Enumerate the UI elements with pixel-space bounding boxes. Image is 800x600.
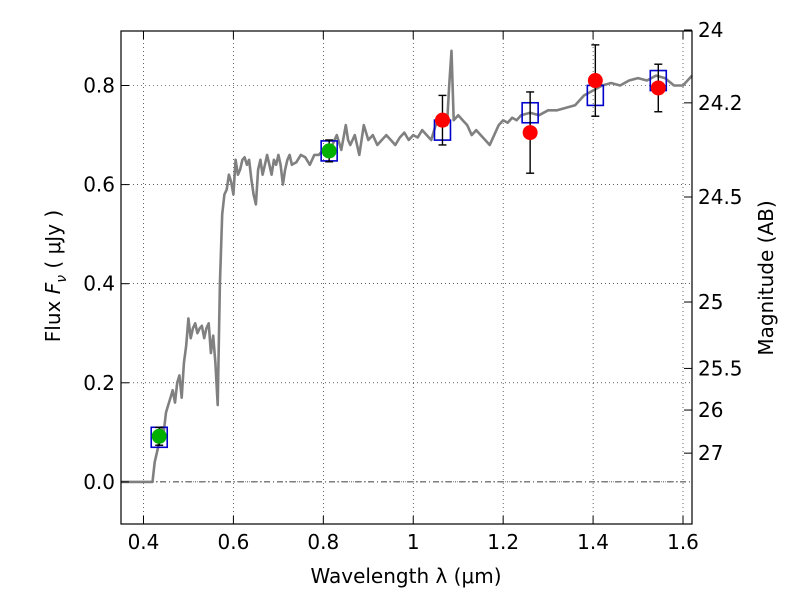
right-tick-label: 25.5 bbox=[698, 356, 743, 380]
right-tick-label: 27 bbox=[698, 441, 723, 465]
y-tick-label: 0.0 bbox=[83, 470, 115, 494]
y-axis-label: Flux Fν ( μJy ) bbox=[41, 210, 70, 342]
x-tick-label: 0.4 bbox=[128, 530, 160, 554]
observed-point bbox=[587, 73, 603, 89]
right-axis-label: Magnitude (AB) bbox=[754, 200, 778, 355]
ticks: 0.4 0.6 0.8 1 1.2 1.4 1.6 0.0 0.2 0.4 0.6 0.8 24 24.2… bbox=[83, 18, 742, 554]
right-tick-label: 24 bbox=[698, 18, 723, 42]
y-tick-label: 0.6 bbox=[83, 173, 115, 197]
y-axis-label-unit: ( μJy ) bbox=[41, 210, 65, 275]
observed-point bbox=[321, 143, 337, 159]
grid bbox=[121, 31, 692, 524]
right-tick-label: 24.5 bbox=[698, 185, 743, 209]
observed-point bbox=[151, 428, 167, 444]
y-axis-label-prefix: Flux bbox=[41, 294, 65, 342]
x-axis-label: Wavelength λ (μm) bbox=[310, 564, 501, 588]
x-tick-label: 0.8 bbox=[307, 530, 339, 554]
observed-point bbox=[434, 112, 450, 128]
x-tick-label: 1.2 bbox=[487, 530, 519, 554]
sed-model-line bbox=[121, 49, 692, 484]
observed-point bbox=[650, 80, 666, 96]
y-axis-label-subscript: ν bbox=[54, 275, 70, 283]
right-tick-label: 26 bbox=[698, 398, 723, 422]
x-tick-label: 1 bbox=[407, 530, 420, 554]
observed-point bbox=[522, 125, 538, 141]
y-tick-label: 0.2 bbox=[83, 371, 115, 395]
right-tick-label: 24.2 bbox=[698, 91, 743, 115]
x-tick-label: 0.6 bbox=[217, 530, 249, 554]
x-tick-label: 1.6 bbox=[667, 530, 699, 554]
series bbox=[121, 44, 692, 484]
plot-frame bbox=[120, 30, 693, 525]
right-tick-label: 25 bbox=[698, 290, 723, 314]
x-tick-label: 1.4 bbox=[577, 530, 609, 554]
y-axis-label-symbol: F bbox=[41, 282, 65, 294]
y-tick-label: 0.4 bbox=[83, 272, 115, 296]
y-tick-label: 0.8 bbox=[83, 74, 115, 98]
